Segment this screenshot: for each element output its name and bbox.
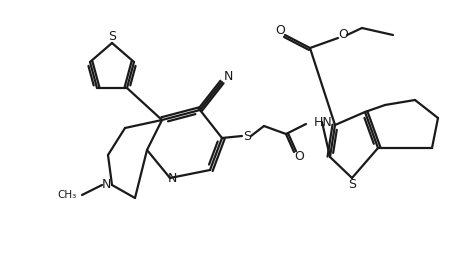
Text: N: N: [223, 70, 233, 83]
Text: O: O: [338, 29, 348, 41]
Text: S: S: [348, 178, 356, 191]
Text: S: S: [108, 30, 116, 43]
Text: N: N: [167, 172, 177, 186]
Text: N: N: [101, 178, 111, 191]
Text: HN: HN: [314, 116, 333, 129]
Text: CH₃: CH₃: [58, 190, 77, 200]
Text: O: O: [275, 23, 285, 36]
Text: S: S: [243, 130, 251, 143]
Text: O: O: [294, 149, 304, 163]
